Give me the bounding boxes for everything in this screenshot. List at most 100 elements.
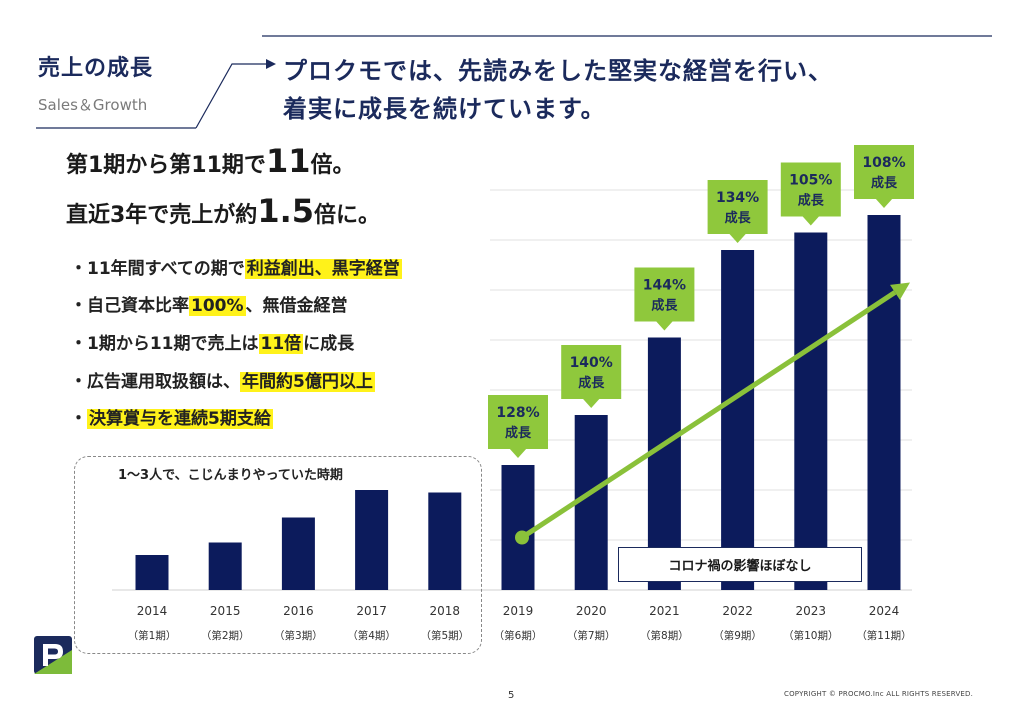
- headline-line-2: 着実に成長を続けています。: [283, 95, 606, 123]
- period-label: （第8期）: [640, 629, 689, 642]
- year-label: 2024: [869, 604, 900, 618]
- headline: プロクモでは、先読みをした堅実な経営を行い、 着実に成長を続けています。: [283, 52, 833, 128]
- growth-text: 成長: [725, 210, 752, 226]
- growth-callout-box: [854, 145, 914, 199]
- growth-percent: 128%: [496, 405, 539, 421]
- bullet-text-after: に成長: [303, 334, 355, 354]
- section-title: 売上の成長: [38, 56, 154, 81]
- bullet-item: ・広告運用取扱額は、 年間約5億円以上: [70, 367, 375, 392]
- bar-2018: [428, 492, 462, 590]
- lead-line-2-number: 1.5: [257, 192, 314, 230]
- bar-2014: [135, 555, 169, 590]
- early-period-box: [74, 456, 482, 654]
- procmo-logo: [34, 636, 72, 674]
- growth-text: 成長: [871, 175, 898, 191]
- lead-line-2-text: 直近3年で売上が約: [66, 203, 258, 228]
- period-label: （第7期）: [567, 629, 616, 642]
- year-label: 2023: [796, 604, 827, 618]
- period-label: （第2期）: [201, 629, 250, 642]
- early-period-label: 1〜3人で、こじんまりやっていた時期: [118, 468, 343, 483]
- growth-percent: 140%: [570, 355, 613, 371]
- period-label: （第6期）: [494, 629, 543, 642]
- growth-text: 成長: [505, 425, 532, 441]
- growth-callout-box: [561, 345, 622, 399]
- growth-callout-pointer: [509, 448, 527, 458]
- bar-2023: [794, 232, 828, 590]
- period-label: （第10期）: [783, 629, 838, 642]
- bullet-highlight: 決算賞与を連続5期支給: [87, 409, 273, 429]
- trend-arrow-line: [520, 290, 897, 540]
- headline-line-1: プロクモでは、先読みをした堅実な経営を行い、: [283, 57, 833, 85]
- trend-arrow-start: [515, 530, 529, 545]
- header-decoration: [36, 35, 992, 129]
- growth-percent: 105%: [789, 173, 832, 189]
- year-label: 2017: [356, 604, 387, 618]
- growth-text: 成長: [651, 298, 678, 314]
- year-label: 2014: [137, 604, 168, 618]
- bullet-text: ・11年間すべての期で: [70, 259, 245, 279]
- bullet-text: ・1期から11期で売上は: [70, 334, 259, 354]
- bar-2020: [574, 415, 608, 590]
- page-number: 5: [508, 690, 515, 701]
- bullet-highlight: 利益創出、黒字経営: [244, 259, 402, 279]
- growth-text: 成長: [798, 193, 825, 209]
- growth-callout-pointer: [582, 398, 601, 408]
- growth-callout-pointer: [655, 320, 674, 331]
- year-label: 2015: [210, 604, 241, 618]
- growth-callout-pointer: [728, 233, 747, 243]
- covid-note: コロナ禍の影響ほぼなし: [618, 547, 862, 582]
- growth-callout-pointer: [875, 198, 893, 208]
- bullet-text-after: 、無借金経営: [245, 296, 348, 316]
- period-label: （第5期）: [420, 629, 469, 642]
- period-label: （第9期）: [713, 629, 762, 642]
- bullet-text: ・広告運用取扱額は、: [70, 372, 240, 392]
- bar-2015: [208, 542, 242, 590]
- growth-percent: 134%: [716, 190, 759, 206]
- bullet-item: ・11年間すべての期で 利益創出、黒字経営: [70, 254, 402, 279]
- bullet-highlight: 年間約5億円以上: [240, 372, 375, 392]
- period-label: （第3期）: [274, 629, 323, 642]
- growth-callout-2020: 140% 成長: [561, 345, 622, 408]
- period-label: （第11期）: [856, 629, 911, 642]
- year-label: 2022: [722, 604, 753, 618]
- growth-callout-2021: 144% 成長: [634, 267, 695, 331]
- trend-arrow-head: [890, 282, 910, 300]
- growth-percent: 108%: [862, 155, 905, 171]
- growth-callout-2023: 105% 成長: [780, 162, 841, 226]
- period-label: （第4期）: [347, 629, 396, 642]
- year-label: 2021: [649, 604, 680, 618]
- lead-line-2: 直近3年で売上が約1.5倍に。: [66, 192, 380, 230]
- year-label: 2018: [430, 604, 461, 618]
- bar-2019: [501, 465, 535, 590]
- lead-line-1-text: 第1期から第11期で: [66, 153, 266, 178]
- lead-line-1-number: 11: [265, 142, 311, 180]
- growth-callout-pointer: [801, 215, 820, 226]
- growth-callout-box: [707, 180, 768, 234]
- bullet-item: ・1期から11期で売上は 11倍 に成長: [70, 329, 354, 354]
- copyright: COPYRIGHT © PROCMO.Inc ALL RIGHTS RESERV…: [784, 690, 974, 698]
- growth-callout-2022: 134% 成長: [707, 180, 768, 243]
- growth-callout-2024: 108% 成長: [854, 145, 914, 208]
- growth-percent: 144%: [643, 278, 686, 294]
- year-label: 2019: [503, 604, 534, 618]
- growth-text: 成長: [578, 375, 605, 391]
- bar-2022: [721, 250, 755, 590]
- lead-line-1-suffix: 倍。: [310, 153, 355, 178]
- section-subtitle: Sales＆Growth: [38, 96, 148, 114]
- bar-2016: [281, 517, 315, 590]
- period-label: （第1期）: [128, 629, 177, 642]
- bullet-item: ・決算賞与を連続5期支給: [70, 404, 273, 429]
- bullet-item: ・自己資本比率 100% 、無借金経営: [70, 291, 348, 316]
- bullet-text: ・自己資本比率: [70, 296, 189, 316]
- growth-callout-2019: 128% 成長: [488, 395, 548, 458]
- growth-callout-box: [780, 162, 841, 217]
- bullet-highlight: 100%: [189, 296, 246, 316]
- bar-2017: [355, 490, 389, 590]
- bullet-highlight: 11倍: [258, 334, 304, 354]
- lead-line-1: 第1期から第11期で11倍。: [66, 142, 354, 180]
- growth-callout-box: [488, 395, 548, 449]
- year-label: 2016: [283, 604, 314, 618]
- bullet-text: ・: [70, 409, 87, 429]
- growth-callout-box: [634, 267, 695, 322]
